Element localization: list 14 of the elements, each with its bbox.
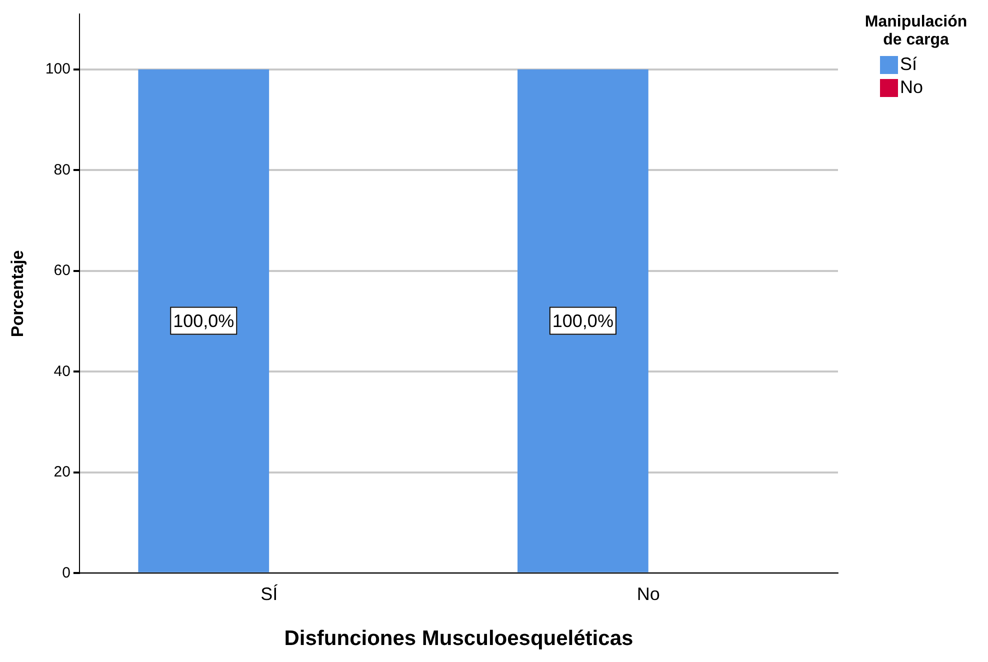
data-label: 100,0% [552,310,614,331]
data-label: 100,0% [173,310,234,331]
y-tick-label: 40 [54,362,70,380]
y-tick-label: 20 [54,464,70,481]
y-tick-label: 0 [62,564,70,582]
legend-label: Sí [900,54,918,74]
x-axis-title: Disfunciones Musculoesqueléticas [284,627,634,650]
x-tick-label: SÍ [260,584,278,604]
legend-title: Manipulación de carga [864,13,968,48]
y-axis-title: Porcentaje [8,250,27,338]
y-tick-label: 100 [45,60,70,78]
y-tick-label: 80 [54,161,70,178]
legend-label: No [900,76,924,97]
y-tick-label: 60 [54,262,70,280]
